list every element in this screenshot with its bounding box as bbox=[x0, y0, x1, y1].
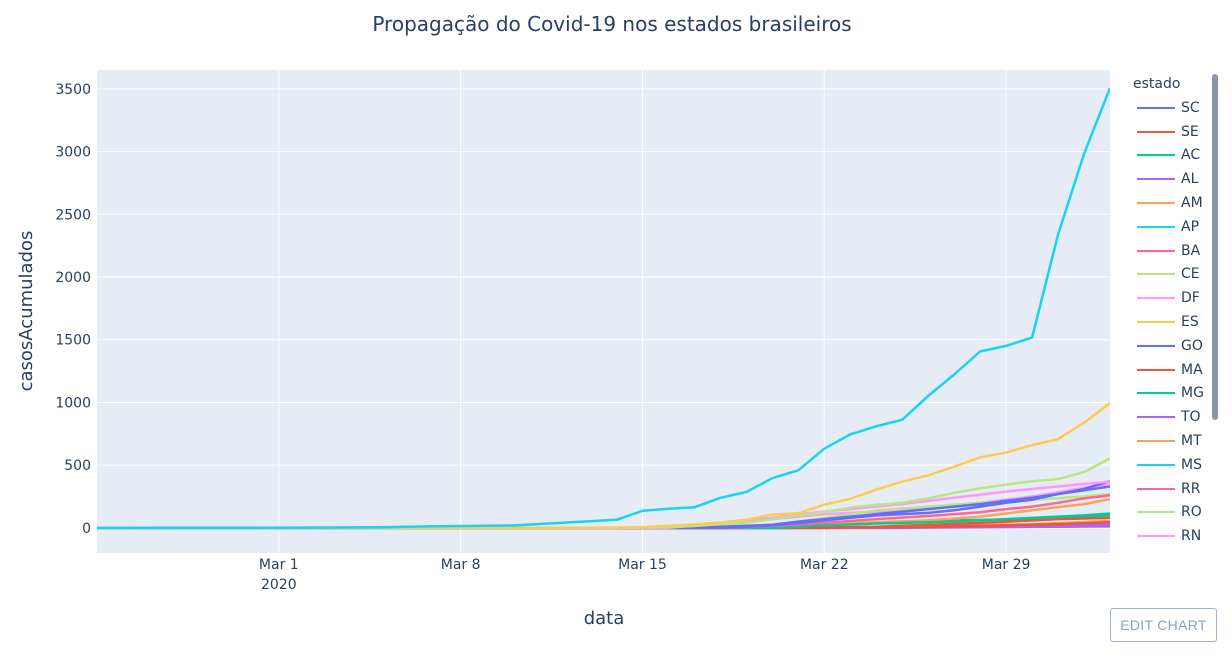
series-line-ac bbox=[97, 512, 1110, 530]
y-tick-label: 1000 bbox=[55, 395, 91, 411]
x-tick-label: Mar 8 bbox=[441, 557, 481, 573]
legend-label: RO bbox=[1181, 504, 1202, 521]
legend-label: AL bbox=[1181, 171, 1199, 188]
legend-items: SC SE AC AL AM AP BA CE DF ES GO MA MG TO MT MS RR RO RN bbox=[1128, 96, 1218, 548]
legend-item-to[interactable]: TO bbox=[1128, 405, 1218, 429]
legend-swatch bbox=[1137, 463, 1175, 466]
legend-label: AM bbox=[1181, 195, 1203, 212]
legend-swatch bbox=[1137, 249, 1175, 252]
legend-swatch bbox=[1137, 202, 1175, 205]
x-axis-title: data bbox=[584, 608, 625, 629]
series-line-es bbox=[97, 402, 1110, 530]
legend-swatch bbox=[1137, 106, 1175, 109]
legend-label: ES bbox=[1181, 314, 1199, 331]
legend-item-mg[interactable]: MG bbox=[1128, 382, 1218, 406]
legend-label: AC bbox=[1181, 147, 1201, 164]
y-tick-label: 500 bbox=[64, 458, 91, 474]
y-tick-label: 3000 bbox=[55, 145, 91, 161]
legend-label: RN bbox=[1181, 528, 1202, 545]
series-line-sc bbox=[97, 485, 1110, 530]
legend-item-ac[interactable]: AC bbox=[1128, 144, 1218, 168]
legend-scrollbar[interactable] bbox=[1212, 74, 1218, 420]
legend-item-ms[interactable]: MS bbox=[1128, 453, 1218, 477]
legend-item-go[interactable]: GO bbox=[1128, 334, 1218, 358]
legend[interactable]: estado SC SE AC AL AM AP BA CE DF ES GO MA MG TO MT MS R… bbox=[1128, 74, 1218, 552]
x-tick-label: Mar 22 bbox=[800, 557, 849, 573]
y-axis-ticks: 0 500 1000 1500 2000 2500 3000 3500 bbox=[55, 82, 91, 537]
x-tick-sublabel: 2020 bbox=[261, 577, 297, 593]
legend-swatch bbox=[1137, 178, 1175, 181]
legend-item-es[interactable]: ES bbox=[1128, 310, 1218, 334]
legend-swatch bbox=[1137, 487, 1175, 490]
legend-item-al[interactable]: AL bbox=[1128, 167, 1218, 191]
legend-label: MS bbox=[1181, 456, 1202, 473]
x-tick-label: Mar 1 bbox=[259, 557, 299, 573]
legend-item-ba[interactable]: BA bbox=[1128, 239, 1218, 263]
legend-swatch bbox=[1137, 416, 1175, 419]
legend-label: BA bbox=[1181, 242, 1201, 259]
legend-label: MG bbox=[1181, 385, 1204, 402]
legend-label: CE bbox=[1181, 266, 1200, 283]
legend-swatch bbox=[1137, 392, 1175, 395]
legend-label: SE bbox=[1181, 123, 1199, 140]
legend-item-ce[interactable]: CE bbox=[1128, 263, 1218, 287]
legend-label: MA bbox=[1181, 361, 1203, 378]
legend-title: estado bbox=[1133, 76, 1181, 92]
legend-label: DF bbox=[1181, 290, 1200, 307]
y-tick-label: 3500 bbox=[55, 82, 91, 98]
legend-swatch bbox=[1137, 130, 1175, 133]
plot-area bbox=[97, 70, 1110, 553]
legend-item-rr[interactable]: RR bbox=[1128, 477, 1218, 501]
series-line-ms bbox=[97, 87, 1110, 530]
legend-label: RR bbox=[1181, 480, 1201, 497]
legend-swatch bbox=[1137, 368, 1175, 371]
legend-item-ma[interactable]: MA bbox=[1128, 358, 1218, 382]
legend-item-se[interactable]: SE bbox=[1128, 120, 1218, 144]
y-axis-title: casosAcumulados bbox=[16, 231, 37, 392]
legend-item-sc[interactable]: SC bbox=[1128, 96, 1218, 120]
chart-title: Propagação do Covid-19 nos estados brasi… bbox=[372, 12, 852, 36]
legend-item-am[interactable]: AM bbox=[1128, 191, 1218, 215]
series-lines bbox=[97, 87, 1110, 530]
legend-item-mt[interactable]: MT bbox=[1128, 429, 1218, 453]
legend-item-rn[interactable]: RN bbox=[1128, 524, 1218, 548]
legend-swatch bbox=[1137, 154, 1175, 157]
y-tick-label: 1500 bbox=[55, 333, 91, 349]
legend-swatch bbox=[1137, 321, 1175, 324]
legend-swatch bbox=[1137, 440, 1175, 443]
legend-swatch bbox=[1137, 225, 1175, 228]
legend-swatch bbox=[1137, 344, 1175, 347]
legend-item-ro[interactable]: RO bbox=[1128, 501, 1218, 525]
y-tick-label: 2000 bbox=[55, 270, 91, 286]
x-tick-label: Mar 15 bbox=[618, 557, 667, 573]
legend-swatch bbox=[1137, 535, 1175, 538]
legend-label: AP bbox=[1181, 218, 1200, 235]
legend-item-df[interactable]: DF bbox=[1128, 286, 1218, 310]
edit-chart-button[interactable]: EDIT CHART bbox=[1110, 608, 1217, 642]
legend-label: TO bbox=[1181, 409, 1201, 426]
legend-swatch bbox=[1137, 273, 1175, 276]
y-tick-label: 0 bbox=[82, 521, 91, 537]
legend-item-ap[interactable]: AP bbox=[1128, 215, 1218, 239]
x-axis-ticks: Mar 1 2020 Mar 8 Mar 15 Mar 22 Mar 29 bbox=[259, 557, 1031, 593]
legend-label: SC bbox=[1181, 99, 1200, 116]
y-tick-label: 2500 bbox=[55, 207, 91, 223]
x-tick-label: Mar 29 bbox=[982, 557, 1031, 573]
legend-label: MT bbox=[1181, 433, 1202, 450]
legend-swatch bbox=[1137, 511, 1175, 514]
legend-swatch bbox=[1137, 297, 1175, 300]
series-line-ro bbox=[97, 457, 1110, 530]
legend-label: GO bbox=[1181, 337, 1203, 354]
